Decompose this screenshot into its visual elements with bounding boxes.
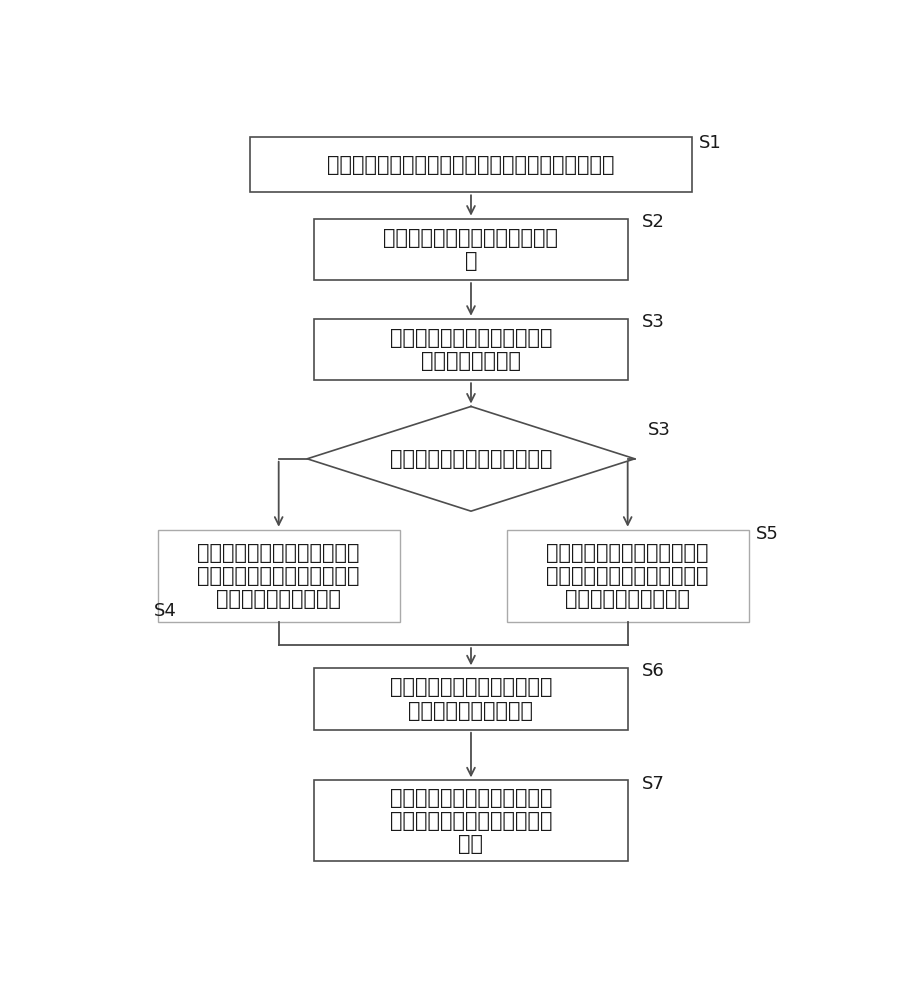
Text: S5: S5 (756, 525, 778, 543)
Text: S2: S2 (641, 213, 664, 231)
Text: S3: S3 (648, 421, 671, 439)
Text: S7: S7 (641, 775, 664, 793)
Text: S1: S1 (698, 134, 721, 152)
Text: 基于呼吸矢量和压力生成器控
制基线配置压力生成器的驱动
信号: 基于呼吸矢量和压力生成器控 制基线配置压力生成器的驱动 信号 (390, 788, 552, 854)
FancyBboxPatch shape (506, 530, 749, 622)
Text: 确定增益值为吸气潮气量除以
吸气时间的商与漏气量相减后
的值与第二系数的乘积: 确定增益值为吸气潮气量除以 吸气时间的商与漏气量相减后 的值与第二系数的乘积 (547, 543, 709, 609)
Text: 确定呼吸矢量，呼吸矢量为增
益值与二阶导数的乘积: 确定呼吸矢量，呼吸矢量为增 益值与二阶导数的乘积 (390, 677, 552, 721)
Text: 按照预设时间间隔获取加压流中的能呼吸气体的流量: 按照预设时间间隔获取加压流中的能呼吸气体的流量 (327, 155, 615, 175)
Text: 获取平均流量、漏气量、吸气
潮气量、吸气时间: 获取平均流量、漏气量、吸气 潮气量、吸气时间 (390, 328, 552, 371)
Text: S4: S4 (154, 602, 177, 620)
FancyBboxPatch shape (158, 530, 400, 622)
Text: S3: S3 (641, 313, 664, 331)
Polygon shape (307, 406, 635, 511)
Text: 确定增益值为吸气潮气量除以
吸气时间的商与漏气量相减后
的值与第一系数的乘积: 确定增益值为吸气潮气量除以 吸气时间的商与漏气量相减后 的值与第一系数的乘积 (198, 543, 360, 609)
FancyBboxPatch shape (314, 780, 628, 861)
FancyBboxPatch shape (314, 219, 628, 280)
Text: S6: S6 (641, 662, 664, 680)
FancyBboxPatch shape (314, 319, 628, 380)
FancyBboxPatch shape (250, 137, 692, 192)
Text: 判断平均流量是否大于漏气量: 判断平均流量是否大于漏气量 (390, 449, 552, 469)
FancyBboxPatch shape (314, 668, 628, 730)
Text: 确定预设时间点的流量的二阶导
数: 确定预设时间点的流量的二阶导 数 (383, 228, 559, 271)
